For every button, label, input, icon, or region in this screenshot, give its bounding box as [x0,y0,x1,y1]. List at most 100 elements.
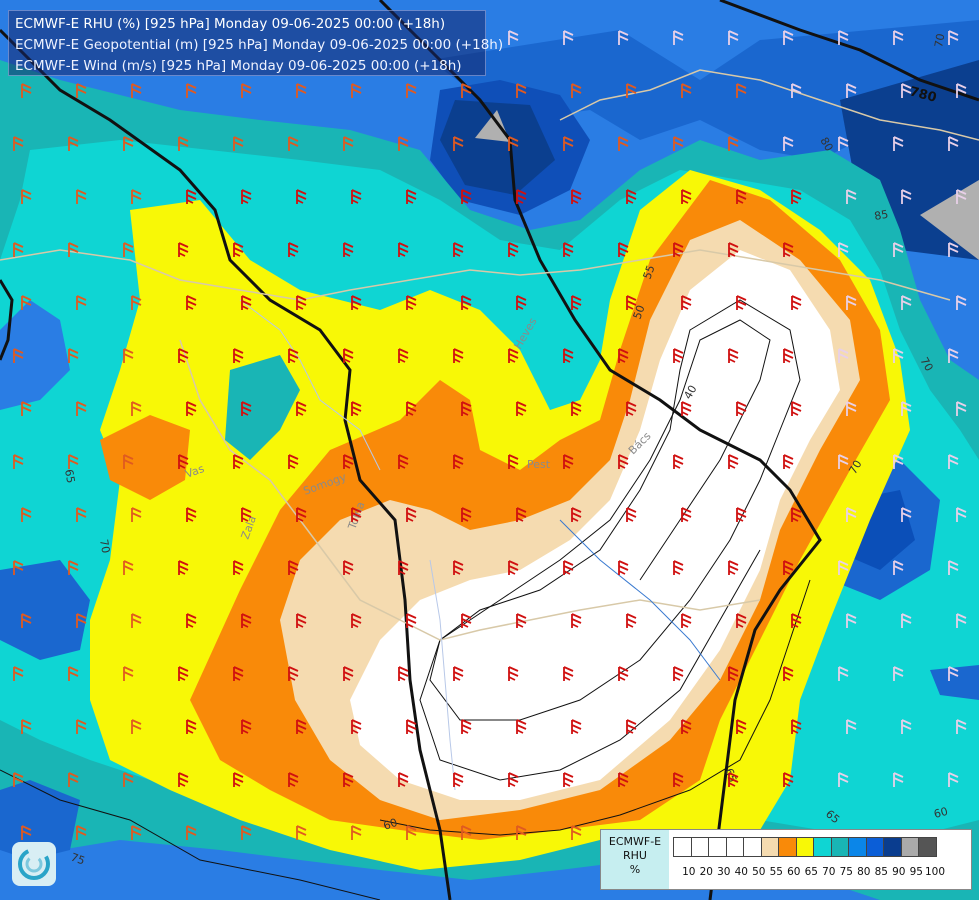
wind-barb [461,83,472,98]
wind-barb [398,666,409,681]
wind-barb [406,189,417,204]
rh-label: 75 [69,851,87,868]
wind-barb [728,30,739,45]
wind-barb [838,666,849,681]
wind-barb [508,454,519,469]
wind-barb [131,825,142,840]
legend-tick-label: 85 [874,866,888,878]
rh-band-90 [440,100,555,195]
rh-label: 65 [62,468,77,484]
wind-barb [626,719,637,734]
legend-swatch [795,837,814,857]
wind-barb [186,295,197,310]
wind-barb [21,825,32,840]
wind-barbs [13,30,967,840]
wind-barb [736,613,747,628]
rh-label: 40 [681,383,699,402]
place-label: Pest [527,458,551,471]
legend-tick-label: 40 [734,866,748,878]
wind-barb [76,507,87,522]
wind-barb [288,666,299,681]
wind-barb [453,666,464,681]
wind-barb [791,401,802,416]
border-line-3 [559,69,979,141]
wind-barb [406,719,417,734]
wind-barb [508,30,519,45]
rh-label: 55 [641,263,658,281]
legend-tick-label: 95 [909,866,923,878]
wind-barb [571,401,582,416]
wind-barb [21,83,32,98]
rh-band-60-west-blob [100,415,190,500]
map-title-box: ECMWF-E RHU (%) [925 hPa] Monday 09-06-2… [8,10,503,76]
geopotential-line-east [378,0,822,900]
wind-barb [68,772,79,787]
rh-band-85-north [430,20,979,160]
legend-title: ECMWF-E RHU % [601,830,669,889]
wind-barb [838,30,849,45]
river-1 [239,299,381,471]
border-line-1 [0,249,951,301]
legend-swatch [865,837,884,857]
legend-tick-label: 30 [717,866,731,878]
wind-barb [241,507,252,522]
wind-barb [186,83,197,98]
geopotential-label: 780 [908,84,938,106]
wind-barb [76,401,87,416]
wind-barb [296,719,307,734]
wind-barb [563,772,574,787]
wind-barb [21,401,32,416]
wind-barb [948,772,959,787]
wind-barb [681,83,692,98]
wind-barb [241,613,252,628]
rh-band-80-west [0,560,90,660]
wind-barb [508,666,519,681]
wind-barb [13,560,24,575]
wind-barb [131,613,142,628]
wind-barb [13,242,24,257]
rh-band-80-west-upper [0,300,70,410]
wind-barb [516,83,527,98]
wind-barb [728,348,739,363]
wind-barb [736,83,747,98]
wind-barb [21,295,32,310]
wind-barb [21,719,32,734]
wind-barb [508,348,519,363]
wind-barb [571,507,582,522]
wind-barb [571,719,582,734]
wind-barb [618,136,629,151]
legend-tick-labels: 10 20 30 40 50 55 60 65 70 75 80 85 90 95 100 [680,866,945,878]
wind-barb [406,401,417,416]
rh-legend: ECMWF-E RHU % 10 20 30 40 50 55 60 65 70 75 80 85 90… [600,829,972,890]
wind-barb [571,295,582,310]
wind-barb [76,189,87,204]
river-danube [429,559,456,791]
wind-barb [343,772,354,787]
geopotential-line-north [719,0,979,102]
legend-tick-label: 20 [699,866,713,878]
legend-title-variable: RHU [623,849,647,862]
wind-barb [681,613,692,628]
wind-barb [893,772,904,787]
wind-barb [233,136,244,151]
wind-barb [131,295,142,310]
wind-barb [131,401,142,416]
wind-barb [783,772,794,787]
wind-barb [673,348,684,363]
rh-label: 60 [382,816,400,833]
wind-barb [846,613,857,628]
wind-barb [901,295,912,310]
wind-barb [186,189,197,204]
wind-barb [618,666,629,681]
wind-barb [783,242,794,257]
wind-barb [453,136,464,151]
legend-swatch [900,837,919,857]
wind-barb [673,560,684,575]
wind-barb [296,295,307,310]
wind-barb [728,136,739,151]
wind-barb [398,348,409,363]
wind-barb [618,454,629,469]
wind-barb [406,295,417,310]
wind-barb [453,454,464,469]
wind-barb [618,348,629,363]
